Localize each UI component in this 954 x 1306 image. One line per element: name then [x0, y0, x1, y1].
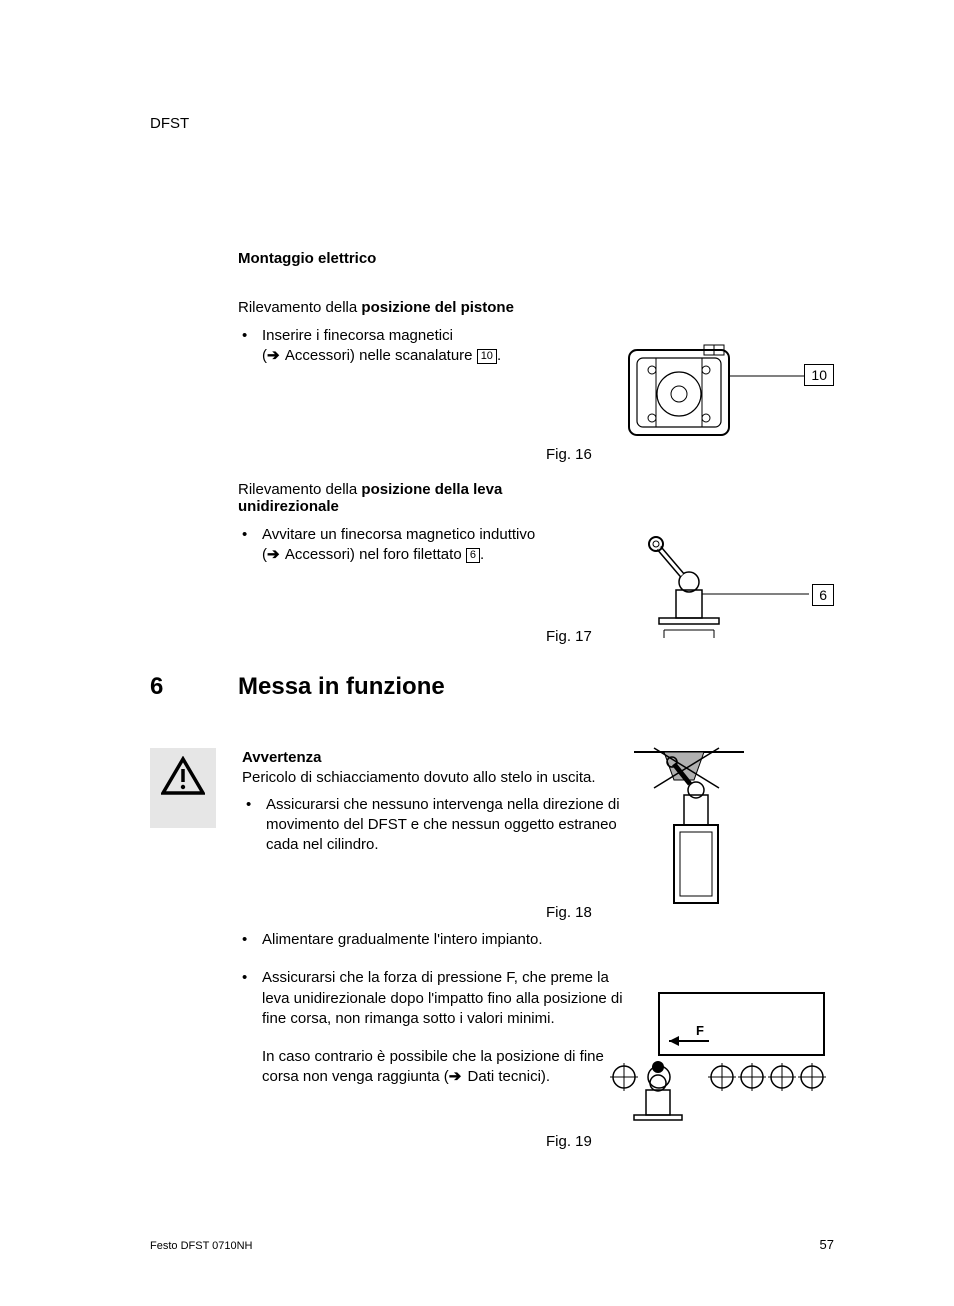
callout-6: 6 — [812, 584, 834, 606]
lever-line2-post: . — [480, 546, 484, 563]
ref-box-6: 6 — [466, 548, 480, 563]
arrow-icon: ➔ — [449, 1067, 462, 1087]
lever-line2-mid: Accessori) nel foro filettato — [282, 546, 466, 563]
lever-subheading: Rilevamento della posizione della leva u… — [238, 481, 558, 515]
lower-bullets: Alimentare gradualmente l'intero impiant… — [238, 930, 624, 1088]
main-content: Montaggio elettrico Rilevamento della po… — [238, 250, 834, 579]
piston-bold: posizione del pistone — [361, 299, 514, 316]
piston-line2-mid: Accessori) nelle scanalature — [282, 347, 477, 364]
chapter-heading: 6 Messa in funzione — [150, 673, 834, 701]
warning-block: Avvertenza Pericolo di schiacciamento do… — [150, 748, 624, 855]
para-otherwise: In caso contrario è possibile che la pos… — [238, 1047, 624, 1088]
fig17-caption: Fig. 17 — [546, 628, 592, 645]
para-pre: In caso contrario è possibile che la pos… — [262, 1048, 604, 1085]
ref-box-10: 10 — [477, 349, 497, 364]
page-header: DFST — [150, 115, 189, 132]
fig16-caption: Fig. 16 — [546, 446, 592, 463]
piston-subheading: Rilevamento della posizione del pistone — [238, 299, 834, 316]
chapter-title: Messa in funzione — [238, 673, 445, 701]
callout-10: 10 — [804, 364, 834, 386]
fig18-caption: Fig. 18 — [546, 904, 592, 921]
force-illustration: F — [604, 985, 834, 1135]
bullet-force: Assicurarsi che la forza di pressione F,… — [238, 968, 624, 1029]
arrow-icon: ➔ — [267, 545, 280, 565]
fig19-caption: Fig. 19 — [546, 1133, 592, 1150]
figure-18: Fig. 18 — [604, 740, 834, 915]
figure-16: 10 Fig. 16 — [604, 340, 834, 455]
cylinder-top-illustration — [604, 340, 834, 450]
lever-line1: Avvitare un finecorsa magnetico induttiv… — [262, 526, 535, 543]
warning-line1: Pericolo di schiacciamento dovuto allo s… — [242, 769, 596, 786]
warning-icon-container — [150, 748, 216, 828]
lever-illustration — [604, 530, 834, 645]
warning-bullet: Assicurarsi che nessuno intervenga nella… — [242, 795, 624, 856]
page-number: 57 — [820, 1237, 834, 1252]
footer-doc-id: Festo DFST 0710NH — [150, 1240, 253, 1252]
arrow-icon: ➔ — [267, 346, 280, 366]
lever-prefix: Rilevamento della — [238, 481, 361, 498]
bullet-feed: Alimentare gradualmente l'intero impiant… — [238, 930, 624, 950]
force-label: F — [696, 1023, 704, 1038]
chapter-number: 6 — [150, 673, 238, 701]
piston-prefix: Rilevamento della — [238, 299, 361, 316]
warning-triangle-icon — [161, 756, 205, 796]
electrical-heading: Montaggio elettrico — [238, 250, 834, 267]
figure-19: F Fig. 19 — [604, 985, 834, 1140]
figure-17: 6 Fig. 17 — [604, 530, 834, 650]
piston-line1: Inserire i finecorsa magnetici — [262, 327, 453, 344]
crushing-hazard-illustration — [604, 740, 784, 910]
warning-title: Avvertenza — [242, 749, 321, 766]
para-post: Dati tecnici). — [463, 1068, 550, 1085]
warning-text: Avvertenza Pericolo di schiacciamento do… — [242, 748, 624, 855]
piston-line2-post: . — [497, 347, 501, 364]
